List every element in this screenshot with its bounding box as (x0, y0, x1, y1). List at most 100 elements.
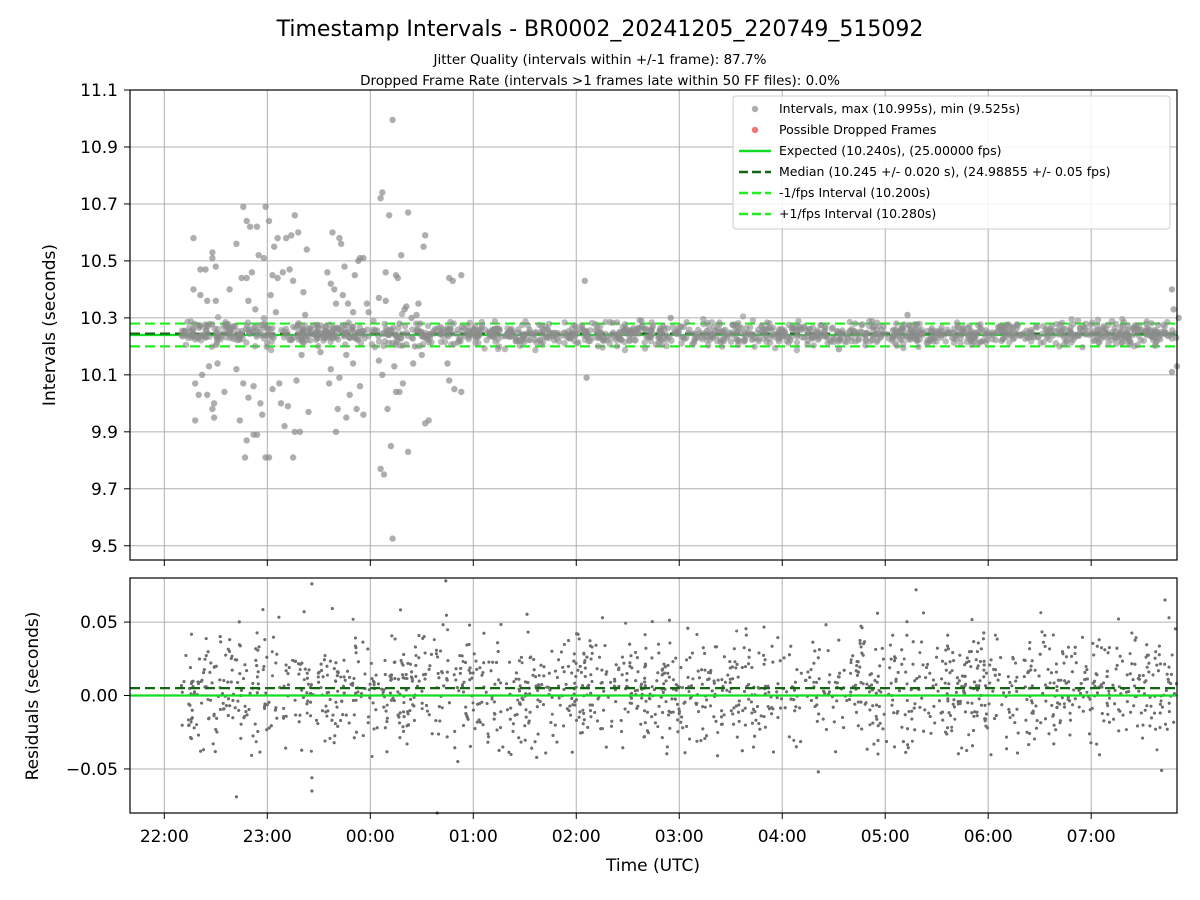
interval-outlier-point (222, 323, 230, 330)
residual-point (982, 668, 986, 672)
residual-point (438, 719, 442, 723)
residual-point (792, 738, 796, 742)
residual-point (374, 708, 378, 712)
interval-outlier-point (339, 291, 346, 299)
residual-point (643, 676, 647, 680)
residual-point (599, 727, 603, 731)
residual-point (263, 706, 266, 710)
residual-point (873, 679, 877, 682)
residual-point (877, 705, 881, 708)
residual-point (743, 706, 747, 710)
residual-point (741, 709, 745, 713)
interval-point (927, 334, 934, 341)
residual-point (236, 699, 240, 703)
residual-point (1139, 711, 1143, 715)
residual-point (1051, 633, 1055, 637)
residual-point (946, 633, 950, 637)
residual-point (282, 684, 286, 688)
residual-point (762, 625, 766, 629)
residual-point (967, 659, 971, 663)
residual-point (553, 669, 557, 673)
residual-point (228, 704, 232, 708)
residual-point (849, 658, 853, 662)
residual-point (849, 671, 853, 675)
residual-point (900, 662, 904, 666)
residual-point (1093, 684, 1097, 688)
residual-point (892, 711, 896, 715)
residual-point (849, 690, 853, 694)
residual-point (1050, 703, 1054, 707)
residual-point (925, 666, 929, 669)
residual-point (567, 709, 571, 713)
residual-point (284, 746, 288, 750)
x-tick-label: 04:00 (758, 827, 807, 847)
residual-point (981, 637, 985, 641)
residual-point (239, 722, 243, 726)
residual-point (822, 689, 826, 693)
residual-point (294, 659, 298, 663)
interval-point (891, 326, 898, 333)
residual-point (383, 673, 387, 676)
residual-point (224, 704, 228, 708)
residual-point (856, 724, 860, 728)
residual-point (1158, 702, 1162, 706)
residual-point (1128, 652, 1132, 656)
residual-point (861, 682, 865, 686)
residual-point (613, 679, 617, 683)
interval-point (561, 319, 568, 326)
interval-point (839, 327, 846, 334)
residual-point (192, 726, 196, 730)
residual-point (639, 722, 643, 726)
interval-point (424, 322, 432, 329)
interval-point (475, 339, 482, 346)
intervals-y-tick-label: 10.9 (80, 138, 118, 158)
residual-point (284, 714, 288, 718)
residual-point (991, 689, 995, 693)
residual-point (687, 690, 691, 693)
residual-point (274, 706, 278, 710)
residual-point (1124, 728, 1128, 732)
residual-outlier-point (310, 789, 314, 793)
interval-outlier-point (415, 300, 422, 307)
residual-point (516, 698, 520, 702)
interval-point (1117, 328, 1124, 336)
residual-point (347, 721, 351, 725)
residual-point (954, 690, 958, 694)
residual-outlier-point (1163, 598, 1167, 602)
legend-label-expected: Expected (10.240s), (25.00000 fps) (779, 143, 1001, 158)
residual-point (875, 717, 879, 721)
residual-point (966, 701, 970, 705)
interval-point (851, 327, 858, 335)
residual-point (474, 659, 478, 663)
residual-point (872, 742, 876, 746)
interval-point (933, 329, 940, 336)
residual-point (236, 681, 240, 684)
interval-point (1007, 332, 1015, 340)
residual-point (579, 670, 583, 674)
residual-point (845, 699, 849, 702)
residual-point (913, 702, 917, 706)
interval-outlier-point (398, 252, 405, 259)
residual-point (944, 648, 948, 652)
residual-point (911, 662, 915, 666)
residual-point (894, 679, 898, 683)
residual-point (560, 650, 563, 654)
residual-point (1153, 711, 1156, 715)
residual-point (910, 717, 914, 721)
residual-point (273, 708, 277, 712)
residual-point (762, 662, 766, 666)
residual-point (209, 698, 213, 702)
interval-outlier-point (365, 309, 372, 316)
interval-point (953, 319, 961, 326)
residual-point (757, 722, 761, 725)
interval-point (370, 317, 377, 325)
residual-point (742, 646, 746, 650)
interval-point (698, 335, 706, 343)
interval-outlier-point (394, 274, 401, 282)
legend-box (732, 95, 1171, 230)
interval-point (491, 318, 499, 325)
residual-point (579, 731, 582, 735)
residual-point (1035, 719, 1039, 723)
residual-point (854, 683, 858, 687)
residual-point (709, 671, 712, 675)
